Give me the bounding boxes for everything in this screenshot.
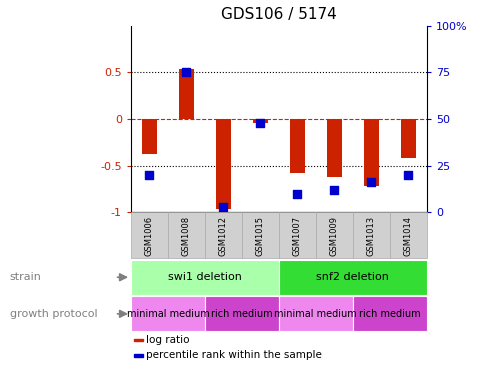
Bar — [278, 260, 426, 295]
Bar — [242, 212, 278, 258]
Text: log ratio: log ratio — [145, 335, 189, 345]
Bar — [142, 119, 156, 154]
Bar — [204, 212, 242, 258]
Point — [330, 187, 337, 193]
Bar — [400, 119, 415, 158]
Bar — [363, 119, 378, 186]
Bar — [315, 212, 352, 258]
Text: rich medium: rich medium — [211, 309, 272, 319]
Text: GSM1013: GSM1013 — [366, 216, 375, 256]
Point — [404, 172, 411, 178]
Text: minimal medium: minimal medium — [126, 309, 209, 319]
Title: GDS106 / 5174: GDS106 / 5174 — [221, 7, 336, 22]
Bar — [253, 119, 267, 123]
Bar — [131, 212, 167, 258]
Bar — [352, 296, 426, 331]
Point — [293, 191, 301, 197]
Bar — [134, 354, 143, 357]
Point — [256, 120, 264, 126]
Text: GSM1008: GSM1008 — [182, 216, 191, 256]
Text: snf2 deletion: snf2 deletion — [316, 272, 389, 282]
Text: growth protocol: growth protocol — [10, 309, 97, 319]
Bar — [131, 260, 278, 295]
Point — [182, 69, 190, 75]
Point — [219, 204, 227, 210]
Text: GSM1006: GSM1006 — [145, 216, 153, 256]
Text: GSM1007: GSM1007 — [292, 216, 301, 256]
Text: GSM1009: GSM1009 — [329, 216, 338, 256]
Text: swi1 deletion: swi1 deletion — [167, 272, 242, 282]
Point — [367, 179, 375, 185]
Bar — [179, 68, 194, 119]
Text: minimal medium: minimal medium — [274, 309, 357, 319]
Bar — [352, 212, 389, 258]
Bar — [389, 212, 426, 258]
Text: GSM1014: GSM1014 — [403, 216, 412, 256]
Bar — [134, 339, 143, 341]
Text: percentile rank within the sample: percentile rank within the sample — [145, 351, 321, 361]
Bar — [167, 212, 204, 258]
Bar — [204, 296, 278, 331]
Text: strain: strain — [10, 272, 42, 282]
Bar — [131, 296, 204, 331]
Text: GSM1012: GSM1012 — [218, 216, 227, 256]
Bar — [278, 296, 352, 331]
Text: GSM1015: GSM1015 — [256, 216, 264, 256]
Bar — [215, 119, 230, 209]
Bar — [278, 212, 315, 258]
Bar — [326, 119, 341, 177]
Bar — [289, 119, 304, 173]
Text: rich medium: rich medium — [358, 309, 420, 319]
Point — [145, 172, 153, 178]
